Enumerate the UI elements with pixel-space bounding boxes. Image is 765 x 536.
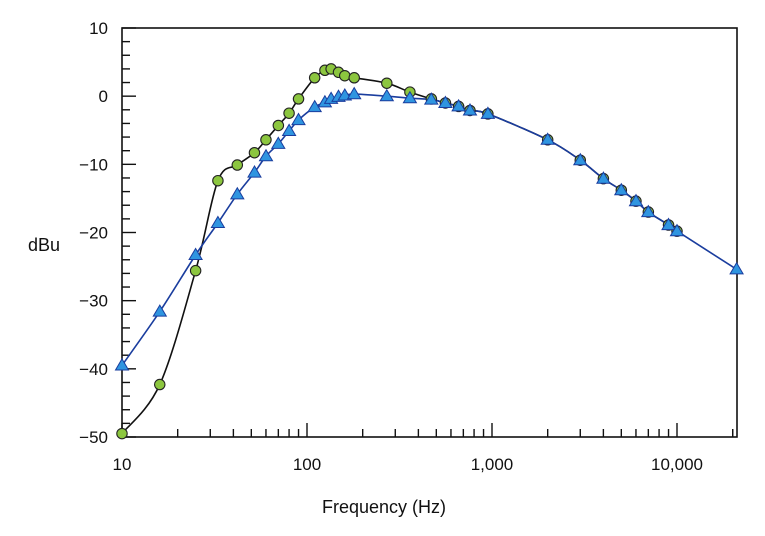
series-2-point — [596, 171, 611, 184]
series-2-point — [291, 112, 306, 126]
x-tick-label: 10,000 — [651, 455, 703, 474]
series-lines — [121, 67, 738, 435]
series-2-point — [402, 90, 418, 104]
series-1-line — [121, 67, 678, 435]
x-tick-label: 10 — [113, 455, 132, 474]
series-1-point — [248, 146, 261, 159]
series-2-point — [281, 123, 297, 136]
x-tick-label: 1,000 — [471, 455, 514, 474]
axes — [121, 27, 738, 438]
series-2-point — [729, 261, 744, 275]
series-2-point — [661, 217, 676, 231]
series-2-point — [210, 215, 226, 228]
series-1-point — [272, 119, 285, 132]
y-tick-label: 0 — [99, 87, 108, 106]
series-2-point — [229, 186, 245, 200]
series-2-point — [379, 88, 395, 102]
series-2-point — [307, 99, 323, 113]
series-2-point — [258, 148, 274, 162]
series-1-point — [116, 427, 128, 440]
y-tick-label: −40 — [79, 360, 108, 379]
series-2-point — [114, 357, 130, 371]
series-2-point — [613, 182, 629, 196]
y-tick-label: −30 — [79, 292, 108, 311]
series-1-point — [212, 174, 224, 187]
series-1-point — [260, 134, 272, 146]
series-2-point — [438, 95, 453, 108]
series-1-point — [381, 77, 393, 89]
series-1-point — [339, 69, 351, 82]
series-2-point — [423, 92, 439, 105]
series-1-point — [348, 72, 360, 84]
x-tick-label: 100 — [293, 455, 321, 474]
series-1-point — [283, 107, 295, 119]
series-1-point — [231, 159, 244, 171]
series-2-point — [152, 304, 168, 317]
series-2-point — [247, 165, 262, 178]
series-2-point — [540, 132, 556, 145]
y-tick-label: 10 — [89, 19, 108, 38]
series-2-point — [640, 204, 656, 218]
series-1-point — [292, 93, 305, 105]
series-2-line — [121, 93, 738, 366]
series-2-point — [628, 193, 644, 207]
series-markers — [114, 63, 744, 440]
series-2-point — [669, 223, 685, 237]
series-2-point — [462, 103, 478, 116]
y-tick-label: −20 — [79, 224, 108, 243]
series-2-point — [270, 136, 286, 149]
plot-frame — [121, 27, 738, 438]
series-2-point — [480, 106, 496, 119]
series-1-point — [154, 378, 166, 391]
series-1-point — [308, 72, 321, 84]
series-2-point — [188, 247, 203, 260]
series-2-point — [572, 152, 588, 166]
y-tick-label: −10 — [79, 155, 108, 174]
series-1-point — [189, 264, 202, 277]
y-tick-label: −50 — [79, 428, 108, 447]
series-2-point — [346, 86, 362, 100]
y-axis-label: dBu — [28, 235, 60, 255]
series-2-point — [451, 98, 466, 112]
x-axis-label: Frequency (Hz) — [322, 497, 446, 517]
